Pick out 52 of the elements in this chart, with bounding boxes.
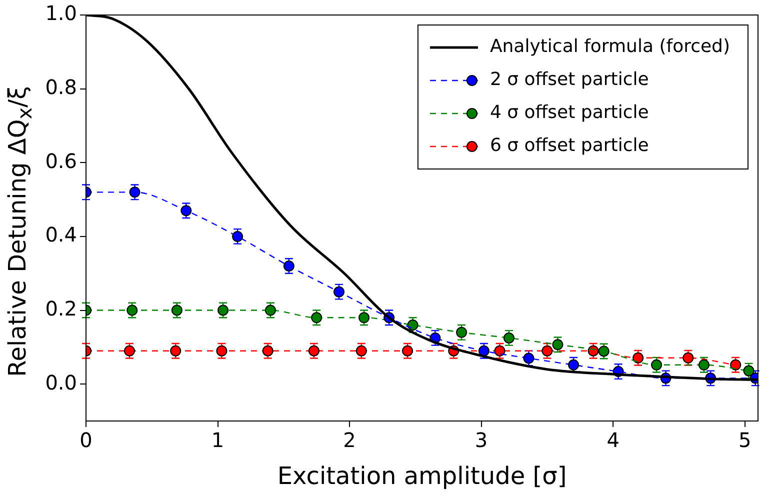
point bbox=[218, 304, 229, 316]
point bbox=[216, 345, 228, 356]
point bbox=[311, 312, 322, 324]
y-tick-label: 0.2 bbox=[45, 296, 77, 320]
point bbox=[743, 365, 754, 376]
point bbox=[232, 230, 244, 242]
point bbox=[283, 260, 294, 272]
point bbox=[478, 345, 490, 356]
point bbox=[651, 359, 662, 370]
legend-label: 4 σ offset particle bbox=[490, 102, 649, 124]
point bbox=[698, 359, 710, 370]
y-tick-label: 0.8 bbox=[45, 75, 77, 100]
legend-label: 2 σ offset particle bbox=[490, 69, 649, 90]
point bbox=[126, 304, 138, 316]
point bbox=[402, 345, 414, 356]
point bbox=[180, 205, 192, 216]
y-tick-label: 0.4 bbox=[45, 222, 77, 247]
y-tick-label: 1.0 bbox=[45, 1, 77, 26]
point bbox=[568, 359, 580, 370]
point bbox=[456, 326, 468, 338]
point bbox=[682, 352, 694, 364]
point bbox=[308, 345, 320, 356]
point bbox=[494, 345, 506, 356]
x-tick-label: 5 bbox=[738, 428, 752, 452]
legend-label: Analytical formula (forced) bbox=[490, 36, 730, 58]
point bbox=[632, 352, 644, 364]
point bbox=[356, 345, 367, 356]
y-tick-label: 0.0 bbox=[45, 370, 77, 394]
x-tick-label: 4 bbox=[606, 428, 620, 452]
x-tick-label: 1 bbox=[211, 428, 224, 452]
point bbox=[523, 352, 534, 364]
point bbox=[124, 345, 135, 356]
point bbox=[264, 304, 276, 316]
point bbox=[358, 312, 370, 324]
y-tick-label: 0.6 bbox=[45, 148, 77, 173]
x-axis-title: Excitation amplitude [σ] bbox=[276, 462, 568, 490]
point bbox=[170, 345, 182, 356]
point bbox=[730, 359, 742, 370]
point bbox=[588, 345, 599, 356]
x-tick-label: 3 bbox=[474, 428, 488, 452]
point bbox=[262, 345, 274, 356]
x-tick-label: 0 bbox=[80, 428, 92, 452]
x-tick-label: 2 bbox=[343, 428, 356, 452]
point bbox=[407, 320, 418, 331]
point bbox=[552, 339, 564, 350]
point bbox=[598, 346, 610, 357]
point bbox=[503, 332, 514, 344]
point bbox=[129, 186, 140, 198]
point bbox=[171, 304, 182, 316]
legend-label: 6 σ offset particle bbox=[490, 135, 649, 156]
point bbox=[333, 286, 344, 298]
point bbox=[542, 345, 553, 356]
